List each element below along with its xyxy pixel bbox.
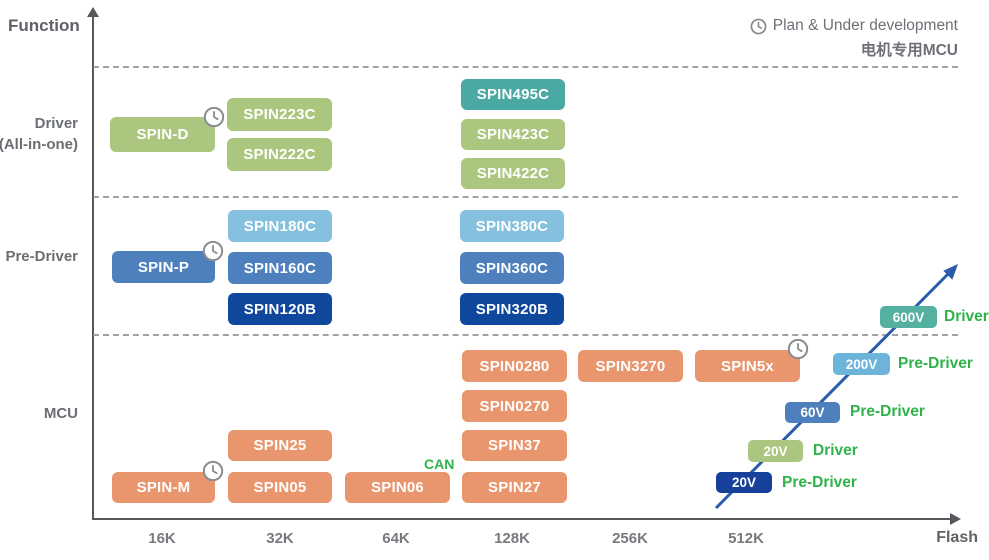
- product-spin423c: SPIN423C: [461, 119, 565, 150]
- clock-icon: [787, 338, 809, 360]
- product-spin0280: SPIN0280: [462, 350, 567, 382]
- product-spin0270: SPIN0270: [462, 390, 567, 422]
- voltage-role-label: Driver: [813, 442, 858, 459]
- product-spin320b: SPIN320B: [460, 293, 564, 325]
- clock-icon: [202, 240, 224, 262]
- x-tick-64k: 64K: [382, 530, 410, 547]
- product-spin5x: SPIN5x: [695, 350, 800, 382]
- x-tick-16k: 16K: [148, 530, 176, 547]
- row-label-mcu: MCU: [43, 405, 78, 422]
- product-spin27: SPIN27: [462, 472, 567, 503]
- product-spin37: SPIN37: [462, 430, 567, 461]
- voltage-role-label: Pre-Driver: [898, 355, 973, 372]
- clock-icon: [202, 460, 224, 482]
- x-axis-line: [92, 518, 952, 520]
- legend-subtitle: 电机专用MCU: [860, 42, 958, 59]
- voltage-role-label: Driver: [944, 308, 989, 325]
- product-spin06: SPIN06: [345, 472, 450, 503]
- row-label-driver: Driver (All-in-one): [0, 113, 78, 155]
- y-axis-arrow-icon: [87, 7, 99, 17]
- product-spin25: SPIN25: [228, 430, 332, 461]
- voltage-role-label: Pre-Driver: [850, 403, 925, 420]
- x-tick-32k: 32K: [266, 530, 294, 547]
- x-tick-256k: 256K: [612, 530, 648, 547]
- product-spin120b: SPIN120B: [228, 293, 332, 325]
- product-spin-p: SPIN-P: [112, 251, 215, 283]
- product-spin05: SPIN05: [228, 472, 332, 503]
- row-divider-top: [93, 66, 958, 68]
- product-spin180c: SPIN180C: [228, 210, 332, 242]
- product-spin360c: SPIN360C: [460, 252, 564, 284]
- voltage-role-label: Pre-Driver: [782, 474, 857, 491]
- legend-status-label: Plan & Under development: [772, 17, 958, 34]
- voltage-badge-20v-predriver: 20V: [716, 472, 772, 493]
- y-axis-line: [92, 16, 94, 519]
- row-label-driver-line1: Driver: [34, 115, 78, 132]
- row-divider-driver-predriver: [93, 196, 958, 198]
- voltage-badge-20v-driver: 20V: [748, 440, 803, 462]
- product-spin160c: SPIN160C: [228, 252, 332, 284]
- row-label-driver-line2: (All-in-one): [0, 136, 78, 153]
- product-spin422c: SPIN422C: [461, 158, 565, 189]
- product-spin380c: SPIN380C: [460, 210, 564, 242]
- x-tick-512k: 512K: [728, 530, 764, 547]
- clock-icon: [203, 106, 225, 128]
- product-spin-m: SPIN-M: [112, 472, 215, 503]
- voltage-badge-200v-predriver: 200V: [833, 353, 890, 375]
- product-spin222c: SPIN222C: [227, 138, 332, 171]
- product-spin-d: SPIN-D: [110, 117, 215, 152]
- voltage-badge-600v-driver: 600V: [880, 306, 937, 328]
- row-divider-predriver-mcu: [93, 334, 958, 336]
- legend: Plan & Under development 电机专用MCU: [750, 17, 958, 60]
- can-annotation: CAN: [424, 456, 455, 472]
- x-axis-title: Flash: [936, 529, 978, 546]
- x-tick-128k: 128K: [494, 530, 530, 547]
- x-axis-arrow-icon: [950, 513, 961, 525]
- product-spin223c: SPIN223C: [227, 98, 332, 131]
- clock-icon: [750, 18, 767, 35]
- y-axis-title: Function: [8, 16, 80, 35]
- product-spin495c: SPIN495C: [461, 79, 565, 110]
- product-spin3270: SPIN3270: [578, 350, 683, 382]
- row-label-predriver: Pre-Driver: [5, 248, 78, 265]
- voltage-badge-60v-predriver: 60V: [785, 402, 840, 423]
